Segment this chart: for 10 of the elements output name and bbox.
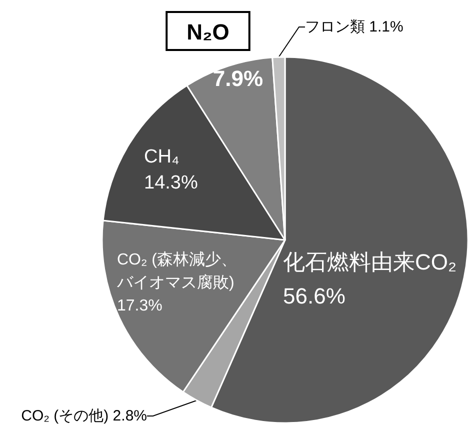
data-label: 56.6% [283, 284, 346, 308]
slice-label: CO₂ (森林減少、バイオマス腐敗) [116, 250, 237, 292]
slice-label: 化石燃料由来CO₂ [283, 250, 457, 274]
data-label: 17.3% [117, 298, 162, 314]
slice-label: N₂O [186, 20, 230, 44]
data-label: 7.9% [212, 66, 264, 91]
slice-label: CH₄ [144, 146, 180, 168]
slice-label: CO₂ (その他) 2.8% [21, 408, 147, 424]
data-label: 14.3% [144, 172, 198, 194]
slice-label: フロン類 1.1% [305, 18, 404, 36]
